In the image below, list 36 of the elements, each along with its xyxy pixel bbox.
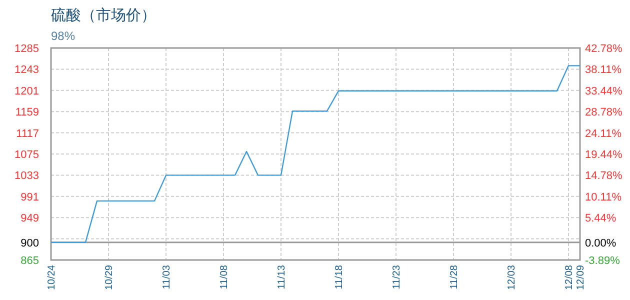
x-tick-label: 12/09 — [576, 264, 586, 290]
y-tick-label: 1033 — [14, 170, 39, 182]
x-tick-label: 12/08 — [564, 264, 575, 290]
y-tick-label: 900 — [20, 237, 39, 250]
y-tick-label: 949 — [20, 212, 39, 225]
y-tick-label: 1117 — [16, 128, 39, 140]
y-tick-label: 1075 — [14, 149, 39, 161]
x-tick-label: 11/18 — [334, 264, 345, 290]
x-tick-label: 10/29 — [104, 264, 115, 290]
chart-subtitle: 98% — [51, 29, 76, 43]
y2-tick-label: 28.78% — [585, 106, 623, 119]
y-tick-label: 865 — [20, 255, 39, 267]
y2-tick-label: -3.89% — [585, 255, 620, 267]
y2-tick-label: 0.00% — [585, 237, 616, 250]
y2-tick-label: 14.78% — [585, 170, 623, 182]
y2-tick-label: 33.44% — [585, 85, 623, 98]
x-tick-label: 11/13 — [276, 264, 288, 290]
y-tick-label: 1201 — [14, 85, 39, 98]
x-tick-label: 10/24 — [46, 264, 58, 290]
line-series — [50, 65, 581, 243]
y2-tick-label: 10.11% — [585, 191, 622, 204]
x-tick-label: 11/08 — [219, 264, 230, 290]
chart-title: 硫酸（市场价） — [51, 7, 156, 24]
y2-tick-label: 19.44% — [585, 149, 623, 162]
y-tick-label: 991 — [20, 191, 39, 204]
x-tick-label: 12/03 — [506, 264, 518, 290]
y2-tick-label: 5.44% — [585, 212, 616, 225]
y-tick-label: 1285 — [14, 43, 39, 55]
x-tick-label: 11/03 — [162, 264, 172, 290]
y-tick-label: 1243 — [14, 64, 39, 76]
x-tick-label: 11/28 — [449, 264, 460, 290]
x-tick-label: 11/23 — [392, 264, 402, 290]
y2-tick-label: 24.11% — [585, 128, 622, 140]
y-tick-label: 1159 — [15, 106, 39, 119]
y2-tick-label: 38.11% — [585, 64, 622, 76]
y2-tick-label: 42.78% — [585, 43, 623, 55]
